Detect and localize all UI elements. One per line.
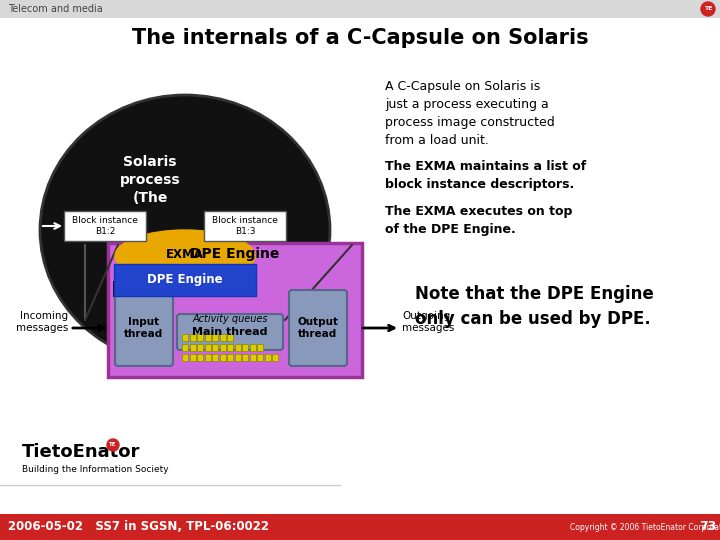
- FancyBboxPatch shape: [64, 211, 146, 241]
- Bar: [235, 344, 240, 351]
- Text: Note that the DPE Engine
only can be used by DPE.: Note that the DPE Engine only can be use…: [415, 285, 654, 328]
- Bar: [220, 334, 225, 341]
- Bar: [272, 354, 278, 361]
- Text: The EXMA executes on top
of the DPE Engine.: The EXMA executes on top of the DPE Engi…: [385, 205, 572, 236]
- Bar: [227, 354, 233, 361]
- Text: DPE Engine: DPE Engine: [190, 247, 279, 261]
- Bar: [204, 354, 210, 361]
- Circle shape: [107, 439, 119, 451]
- FancyBboxPatch shape: [177, 314, 283, 350]
- Text: The EXMA maintains a list of
block instance descriptors.: The EXMA maintains a list of block insta…: [385, 160, 586, 191]
- Bar: [182, 334, 188, 341]
- Text: Block instance
B1:2: Block instance B1:2: [72, 216, 138, 236]
- Bar: [182, 344, 188, 351]
- Text: TietoEnator: TietoEnator: [22, 443, 140, 461]
- Bar: [197, 344, 203, 351]
- Bar: [227, 334, 233, 341]
- Text: Input
thread: Input thread: [125, 317, 163, 339]
- FancyBboxPatch shape: [204, 211, 286, 241]
- Bar: [212, 354, 218, 361]
- Bar: [0, 514, 720, 540]
- Bar: [204, 334, 210, 341]
- Bar: [189, 344, 196, 351]
- Bar: [197, 334, 203, 341]
- Text: TE: TE: [704, 6, 712, 11]
- Bar: [220, 354, 225, 361]
- Text: Incoming
messages: Incoming messages: [16, 311, 68, 333]
- FancyBboxPatch shape: [289, 290, 347, 366]
- Text: Activity queues: Activity queues: [192, 314, 268, 324]
- Text: A C-Capsule on Solaris is
just a process executing a
process image constructed
f: A C-Capsule on Solaris is just a process…: [385, 80, 554, 147]
- Bar: [235, 354, 240, 361]
- Text: DPE Engine: DPE Engine: [147, 273, 222, 287]
- Bar: [250, 354, 256, 361]
- Bar: [212, 344, 218, 351]
- Bar: [264, 354, 271, 361]
- Bar: [189, 354, 196, 361]
- Bar: [257, 344, 263, 351]
- Text: The internals of a C-Capsule on Solaris: The internals of a C-Capsule on Solaris: [132, 28, 588, 48]
- Bar: [212, 334, 218, 341]
- Bar: [189, 334, 196, 341]
- Bar: [113, 281, 257, 297]
- Bar: [242, 354, 248, 361]
- Ellipse shape: [115, 230, 255, 282]
- Text: Block instance
B1:3: Block instance B1:3: [212, 216, 278, 236]
- FancyBboxPatch shape: [114, 264, 256, 296]
- Text: Main thread: Main thread: [192, 327, 268, 337]
- Text: Copyright © 2006 TietoEnator Corporation: Copyright © 2006 TietoEnator Corporation: [570, 523, 720, 531]
- Text: Building the Information Society: Building the Information Society: [22, 464, 168, 474]
- Text: Outgoing
messages: Outgoing messages: [402, 311, 454, 333]
- Circle shape: [701, 2, 715, 16]
- Bar: [197, 354, 203, 361]
- Bar: [257, 354, 263, 361]
- Text: Solaris
process
(The: Solaris process (The: [120, 155, 180, 205]
- Bar: [182, 354, 188, 361]
- Bar: [0, 0, 720, 18]
- Text: TE: TE: [109, 442, 117, 448]
- Text: 73: 73: [699, 521, 716, 534]
- Bar: [204, 344, 210, 351]
- Ellipse shape: [40, 95, 330, 365]
- Bar: [242, 344, 248, 351]
- Text: Telecom and media: Telecom and media: [8, 4, 103, 14]
- Text: EXMA: EXMA: [166, 247, 204, 260]
- Text: Output
thread: Output thread: [297, 317, 338, 339]
- Text: 2006-05-02   SS7 in SGSN, TPL-06:0022: 2006-05-02 SS7 in SGSN, TPL-06:0022: [8, 521, 269, 534]
- Bar: [227, 344, 233, 351]
- FancyBboxPatch shape: [108, 243, 362, 377]
- Bar: [250, 344, 256, 351]
- FancyBboxPatch shape: [115, 290, 173, 366]
- Bar: [220, 344, 225, 351]
